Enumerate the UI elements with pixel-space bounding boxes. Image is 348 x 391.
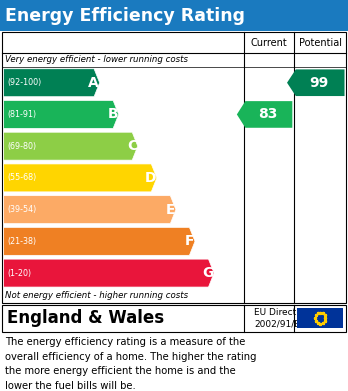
Polygon shape xyxy=(287,69,345,96)
Polygon shape xyxy=(3,100,119,128)
Text: The energy efficiency rating is a measure of the
overall efficiency of a home. T: The energy efficiency rating is a measur… xyxy=(5,337,257,391)
Polygon shape xyxy=(237,101,292,128)
Bar xyxy=(0,0,348,31)
Text: England & Wales: England & Wales xyxy=(7,309,164,327)
Polygon shape xyxy=(3,228,195,255)
Polygon shape xyxy=(3,132,138,160)
Text: (69-80): (69-80) xyxy=(8,142,37,151)
Text: 83: 83 xyxy=(258,108,278,122)
Text: (39-54): (39-54) xyxy=(8,205,37,214)
Text: (21-38): (21-38) xyxy=(8,237,37,246)
Polygon shape xyxy=(3,196,176,224)
Text: (1-20): (1-20) xyxy=(8,269,32,278)
Text: A: A xyxy=(88,76,99,90)
Polygon shape xyxy=(3,259,214,287)
Text: (81-91): (81-91) xyxy=(8,110,37,119)
Text: 99: 99 xyxy=(310,76,329,90)
Text: C: C xyxy=(127,139,137,153)
Text: (92-100): (92-100) xyxy=(8,78,42,87)
Text: Not energy efficient - higher running costs: Not energy efficient - higher running co… xyxy=(5,291,188,301)
Polygon shape xyxy=(3,69,100,97)
Text: Potential: Potential xyxy=(299,38,342,48)
Text: G: G xyxy=(202,266,213,280)
Bar xyxy=(2,32,346,303)
Text: (55-68): (55-68) xyxy=(8,173,37,183)
Text: Very energy efficient - lower running costs: Very energy efficient - lower running co… xyxy=(5,55,188,65)
Text: D: D xyxy=(145,171,156,185)
Text: Current: Current xyxy=(251,38,287,48)
Bar xyxy=(297,308,343,328)
Text: Energy Efficiency Rating: Energy Efficiency Rating xyxy=(5,7,245,25)
Text: EU Directive
2002/91/EC: EU Directive 2002/91/EC xyxy=(254,308,310,329)
Bar xyxy=(2,305,346,332)
Polygon shape xyxy=(3,164,157,192)
Text: F: F xyxy=(185,234,194,248)
Text: E: E xyxy=(166,203,175,217)
Text: B: B xyxy=(108,108,118,122)
